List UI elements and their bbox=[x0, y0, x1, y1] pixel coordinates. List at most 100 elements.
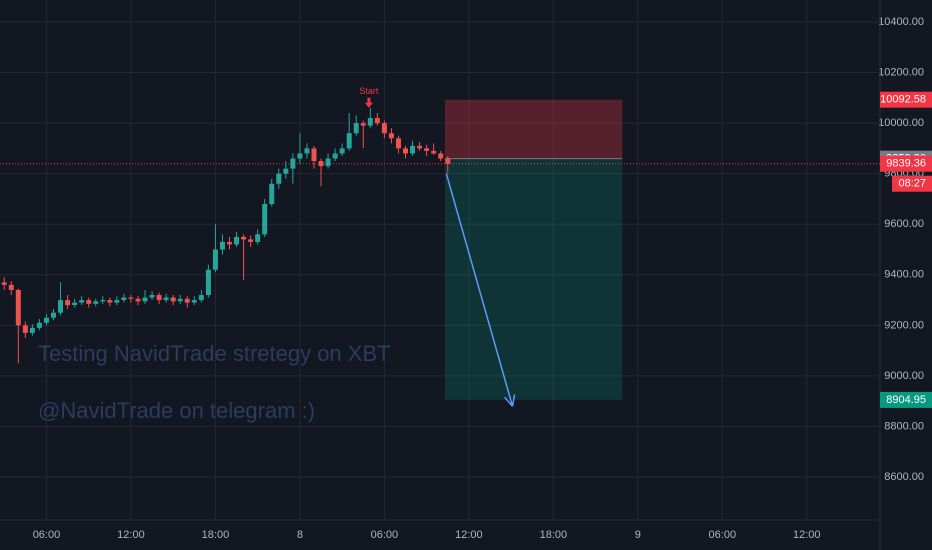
candle-body bbox=[205, 269, 211, 296]
candle-body bbox=[431, 150, 437, 154]
candle-body bbox=[417, 145, 423, 149]
candle-body bbox=[58, 300, 64, 313]
candle-body bbox=[283, 168, 289, 174]
candle-body bbox=[212, 249, 218, 270]
candle-body bbox=[1, 282, 7, 285]
x-tick-label: 18:00 bbox=[202, 529, 230, 541]
x-tick-label: 9 bbox=[635, 529, 641, 541]
candle-body bbox=[135, 298, 141, 302]
target-zone bbox=[444, 158, 623, 400]
candle-body bbox=[142, 297, 148, 302]
candle-body bbox=[227, 241, 233, 245]
x-tick-label: 06:00 bbox=[33, 529, 61, 541]
candle-body bbox=[353, 123, 359, 134]
candle-body bbox=[163, 297, 169, 301]
countdown: 08:27 bbox=[898, 178, 926, 190]
candle-body bbox=[438, 153, 444, 159]
candle-body bbox=[107, 300, 113, 303]
candle-body bbox=[403, 148, 409, 154]
candle-body bbox=[8, 284, 14, 290]
candle-body bbox=[170, 297, 176, 302]
y-tick-label: 8600.00 bbox=[884, 471, 924, 483]
candle-body bbox=[219, 241, 225, 250]
candle-body bbox=[381, 123, 387, 134]
candle-body bbox=[177, 298, 183, 302]
candle-body bbox=[297, 153, 303, 159]
candle-body bbox=[100, 300, 106, 302]
x-tick-label: 12:00 bbox=[117, 529, 145, 541]
candle-body bbox=[149, 295, 155, 298]
candle-body bbox=[339, 148, 345, 154]
candle-body bbox=[276, 173, 282, 184]
candle-body bbox=[65, 300, 71, 306]
candle-body bbox=[114, 300, 120, 303]
x-tick-label: 8 bbox=[297, 529, 303, 541]
y-tick-label: 10000.00 bbox=[878, 117, 924, 129]
candle-body bbox=[318, 161, 324, 167]
candle-body bbox=[51, 312, 57, 318]
candle-body bbox=[269, 183, 275, 205]
candle-body bbox=[311, 148, 317, 162]
candle-body bbox=[234, 236, 240, 245]
candle-body bbox=[445, 158, 451, 164]
price-label-bg bbox=[880, 391, 932, 408]
y-tick-label: 10200.00 bbox=[878, 66, 924, 78]
candle-body bbox=[290, 158, 296, 169]
y-tick-label: 9600.00 bbox=[884, 218, 924, 230]
y-tick-label: 9000.00 bbox=[884, 370, 924, 382]
price-label: 8904.95 bbox=[886, 394, 926, 406]
price-label: 9839.36 bbox=[886, 158, 926, 170]
candle-body bbox=[395, 138, 401, 149]
candle-body bbox=[36, 322, 42, 328]
candle-body bbox=[191, 300, 197, 303]
x-tick-label: 06:00 bbox=[709, 529, 737, 541]
candle-body bbox=[325, 158, 331, 167]
candle-body bbox=[374, 118, 380, 124]
candle-body bbox=[43, 317, 49, 323]
candle-body bbox=[424, 148, 430, 151]
candle-body bbox=[86, 300, 92, 304]
price-label: 10092.58 bbox=[880, 94, 926, 106]
x-tick-label: 12:00 bbox=[455, 529, 483, 541]
candle-body bbox=[156, 295, 162, 301]
x-tick-label: 18:00 bbox=[540, 529, 568, 541]
candle-body bbox=[184, 298, 190, 303]
candle-body bbox=[72, 302, 78, 306]
annotation-marker bbox=[364, 97, 373, 108]
trend-arrow bbox=[445, 173, 514, 407]
candle-body bbox=[388, 133, 394, 139]
stop-zone bbox=[444, 99, 623, 159]
y-tick-label: 8800.00 bbox=[884, 420, 924, 432]
x-tick-label: 06:00 bbox=[371, 529, 399, 541]
candle-body bbox=[241, 236, 247, 240]
annotation-text: Start bbox=[359, 86, 379, 96]
y-tick-label: 9400.00 bbox=[884, 269, 924, 281]
candle-body bbox=[346, 133, 352, 149]
countdown-bg bbox=[892, 175, 932, 192]
candle-body bbox=[262, 204, 268, 235]
candle-body bbox=[22, 325, 28, 333]
candle-body bbox=[15, 289, 21, 326]
candle-body bbox=[79, 300, 85, 303]
candle-body bbox=[198, 295, 204, 301]
arrow-head bbox=[503, 396, 514, 407]
watermark: @NavidTrade on telegram :) bbox=[38, 398, 315, 423]
candle-body bbox=[410, 145, 416, 154]
price-label-bg bbox=[880, 155, 932, 172]
candle-body bbox=[29, 327, 35, 333]
candle-body bbox=[248, 239, 254, 242]
candle-body bbox=[367, 118, 373, 126]
x-tick-label: 12:00 bbox=[793, 529, 821, 541]
candle-body bbox=[128, 297, 134, 299]
price-label-bg bbox=[880, 91, 932, 108]
candle-body bbox=[93, 301, 99, 304]
candle-body bbox=[255, 234, 261, 242]
y-tick-label: 10400.00 bbox=[878, 16, 924, 28]
candle-body bbox=[121, 297, 127, 301]
arrow-head bbox=[511, 394, 516, 407]
y-tick-label: 9200.00 bbox=[884, 319, 924, 331]
candle-body bbox=[304, 148, 310, 154]
watermark: Testing NavidTrade stretegy on XBT bbox=[38, 341, 391, 366]
